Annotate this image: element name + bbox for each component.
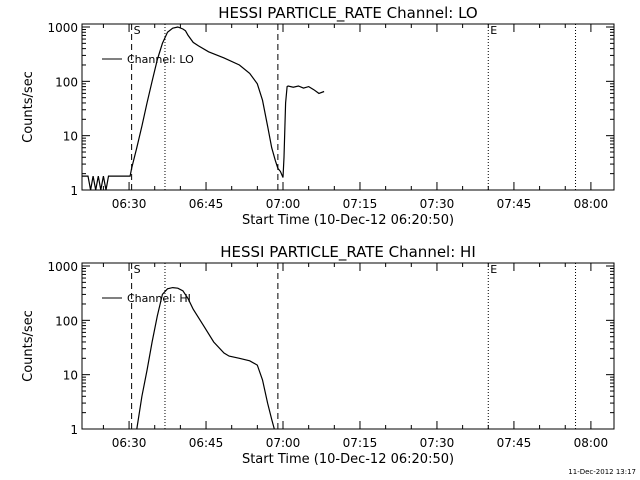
x-tick-label: 06:30 (112, 197, 147, 211)
x-axis-label: Start Time (10-Dec-12 06:20:50) (242, 452, 454, 467)
y-tick-label: 1000 (47, 21, 78, 35)
x-tick-label: 07:00 (266, 436, 301, 450)
y-tick-label: 10 (63, 369, 78, 383)
x-tick-label: 08:00 (574, 197, 609, 211)
x-tick-label: 07:45 (497, 436, 532, 450)
chart-panel-1: HESSI PARTICLE_RATE Channel: LO 06:30 06:4… (21, 4, 615, 228)
event-marker-label: E (490, 263, 497, 276)
series-line (82, 26, 325, 191)
x-tick-label: 07:45 (497, 197, 532, 211)
x-tick-label: 07:30 (420, 436, 455, 450)
x-tick-label: 07:15 (343, 436, 378, 450)
y-axis-label: Counts/sec (21, 310, 36, 382)
y-tick-label: 100 (55, 75, 78, 89)
x-tick-label: 07:00 (266, 197, 301, 211)
x-tick-label: 06:45 (189, 436, 224, 450)
x-tick-label: 08:00 (574, 436, 609, 450)
timestamp-label: 11-Dec-2012 13:17 (568, 468, 636, 476)
y-tick-label: 1 (70, 184, 78, 198)
series-line (136, 286, 275, 430)
x-tick-label: 07:30 (420, 197, 455, 211)
plot-frame (81, 23, 615, 191)
event-marker-label: E (490, 24, 497, 37)
y-tick-label: 100 (55, 314, 78, 328)
event-marker-label: S (134, 263, 141, 276)
chart-panel-2: HESSI PARTICLE_RATE Channel: HI 06:30 06:4… (21, 243, 615, 467)
legend-label: Channel: HI (127, 292, 191, 305)
chart-title: HESSI PARTICLE_RATE Channel: LO (218, 4, 477, 23)
x-tick-label: 07:15 (343, 197, 378, 211)
event-marker-label: S (134, 24, 141, 37)
legend-label: Channel: LO (127, 53, 194, 66)
y-tick-label: 1 (70, 423, 78, 437)
x-axis-label: Start Time (10-Dec-12 06:20:50) (242, 213, 454, 228)
x-tick-label: 06:30 (112, 436, 147, 450)
y-tick-label: 1000 (47, 260, 78, 274)
plot-frame (81, 262, 615, 430)
x-tick-label: 06:45 (189, 197, 224, 211)
y-tick-label: 10 (63, 130, 78, 144)
chart-title: HESSI PARTICLE_RATE Channel: HI (220, 243, 476, 262)
y-axis-label: Counts/sec (21, 71, 36, 143)
